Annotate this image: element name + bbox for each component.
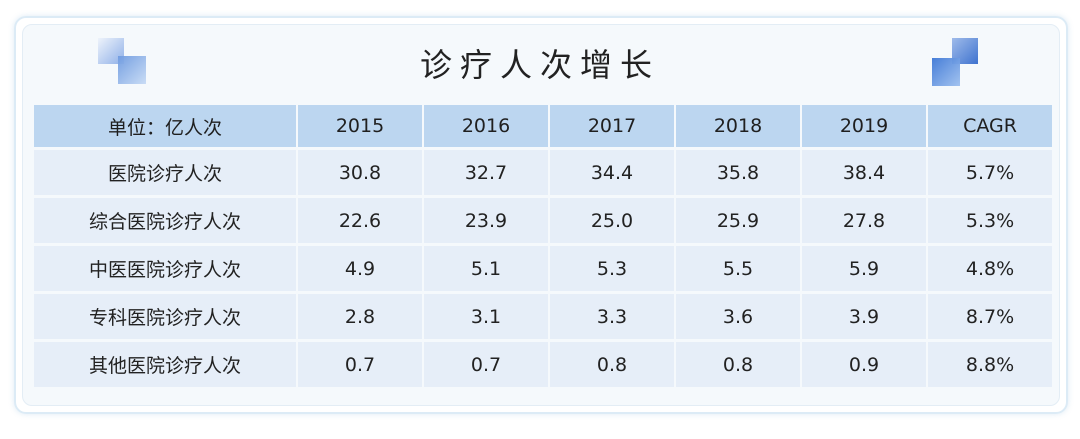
table-cell: 32.7 xyxy=(424,150,548,195)
header-year: 2016 xyxy=(424,105,548,147)
table-cell: 3.1 xyxy=(424,294,548,339)
table-cell: 4.9 xyxy=(298,246,422,291)
table-row: 综合医院诊疗人次 22.6 23.9 25.0 25.9 27.8 5.3% xyxy=(34,198,1052,243)
table-cell: 0.7 xyxy=(298,342,422,387)
table-cell: 2.8 xyxy=(298,294,422,339)
table-cell: 5.5 xyxy=(676,246,800,291)
header-year: 2018 xyxy=(676,105,800,147)
decorative-squares-left xyxy=(98,38,148,88)
table-cell: 25.0 xyxy=(550,198,674,243)
table-cell: 3.9 xyxy=(802,294,926,339)
table-cell: 27.8 xyxy=(802,198,926,243)
table-cell: 0.9 xyxy=(802,342,926,387)
outer-frame xyxy=(14,16,1068,414)
table-header-row: 单位：亿人次 2015 2016 2017 2018 2019 CAGR xyxy=(34,105,1052,147)
table-cell: 0.8 xyxy=(676,342,800,387)
table-cell: 23.9 xyxy=(424,198,548,243)
table-cell: 4.8% xyxy=(928,246,1052,291)
row-label: 医院诊疗人次 xyxy=(34,150,296,195)
table-cell: 0.7 xyxy=(424,342,548,387)
row-label: 综合医院诊疗人次 xyxy=(34,198,296,243)
table-cell: 5.9 xyxy=(802,246,926,291)
decorative-squares-right xyxy=(932,38,982,88)
table-cell: 25.9 xyxy=(676,198,800,243)
header-cagr: CAGR xyxy=(928,105,1052,147)
decorative-square xyxy=(932,58,960,86)
table-cell: 5.3% xyxy=(928,198,1052,243)
table-row: 中医医院诊疗人次 4.9 5.1 5.3 5.5 5.9 4.8% xyxy=(34,246,1052,291)
page-title: 诊疗人次增长 xyxy=(419,46,660,84)
header-unit: 单位：亿人次 xyxy=(34,105,296,147)
decorative-square xyxy=(118,56,146,84)
table-cell: 5.1 xyxy=(424,246,548,291)
table-cell: 30.8 xyxy=(298,150,422,195)
table-cell: 35.8 xyxy=(676,150,800,195)
row-label: 其他医院诊疗人次 xyxy=(34,342,296,387)
table-cell: 3.6 xyxy=(676,294,800,339)
table-row: 医院诊疗人次 30.8 32.7 34.4 35.8 38.4 5.7% xyxy=(34,150,1052,195)
table-cell: 5.3 xyxy=(550,246,674,291)
table-row: 其他医院诊疗人次 0.7 0.7 0.8 0.8 0.9 8.8% xyxy=(34,342,1052,387)
header-year: 2019 xyxy=(802,105,926,147)
header-year: 2015 xyxy=(298,105,422,147)
row-label: 中医医院诊疗人次 xyxy=(34,246,296,291)
table-cell: 22.6 xyxy=(298,198,422,243)
table-row: 专科医院诊疗人次 2.8 3.1 3.3 3.6 3.9 8.7% xyxy=(34,294,1052,339)
table-cell: 0.8 xyxy=(550,342,674,387)
table-cell: 34.4 xyxy=(550,150,674,195)
table-cell: 38.4 xyxy=(802,150,926,195)
table-cell: 8.7% xyxy=(928,294,1052,339)
table-cell: 5.7% xyxy=(928,150,1052,195)
table-cell: 8.8% xyxy=(928,342,1052,387)
table-cell: 3.3 xyxy=(550,294,674,339)
row-label: 专科医院诊疗人次 xyxy=(34,294,296,339)
data-table: 单位：亿人次 2015 2016 2017 2018 2019 CAGR 医院诊… xyxy=(32,102,1054,390)
header-year: 2017 xyxy=(550,105,674,147)
